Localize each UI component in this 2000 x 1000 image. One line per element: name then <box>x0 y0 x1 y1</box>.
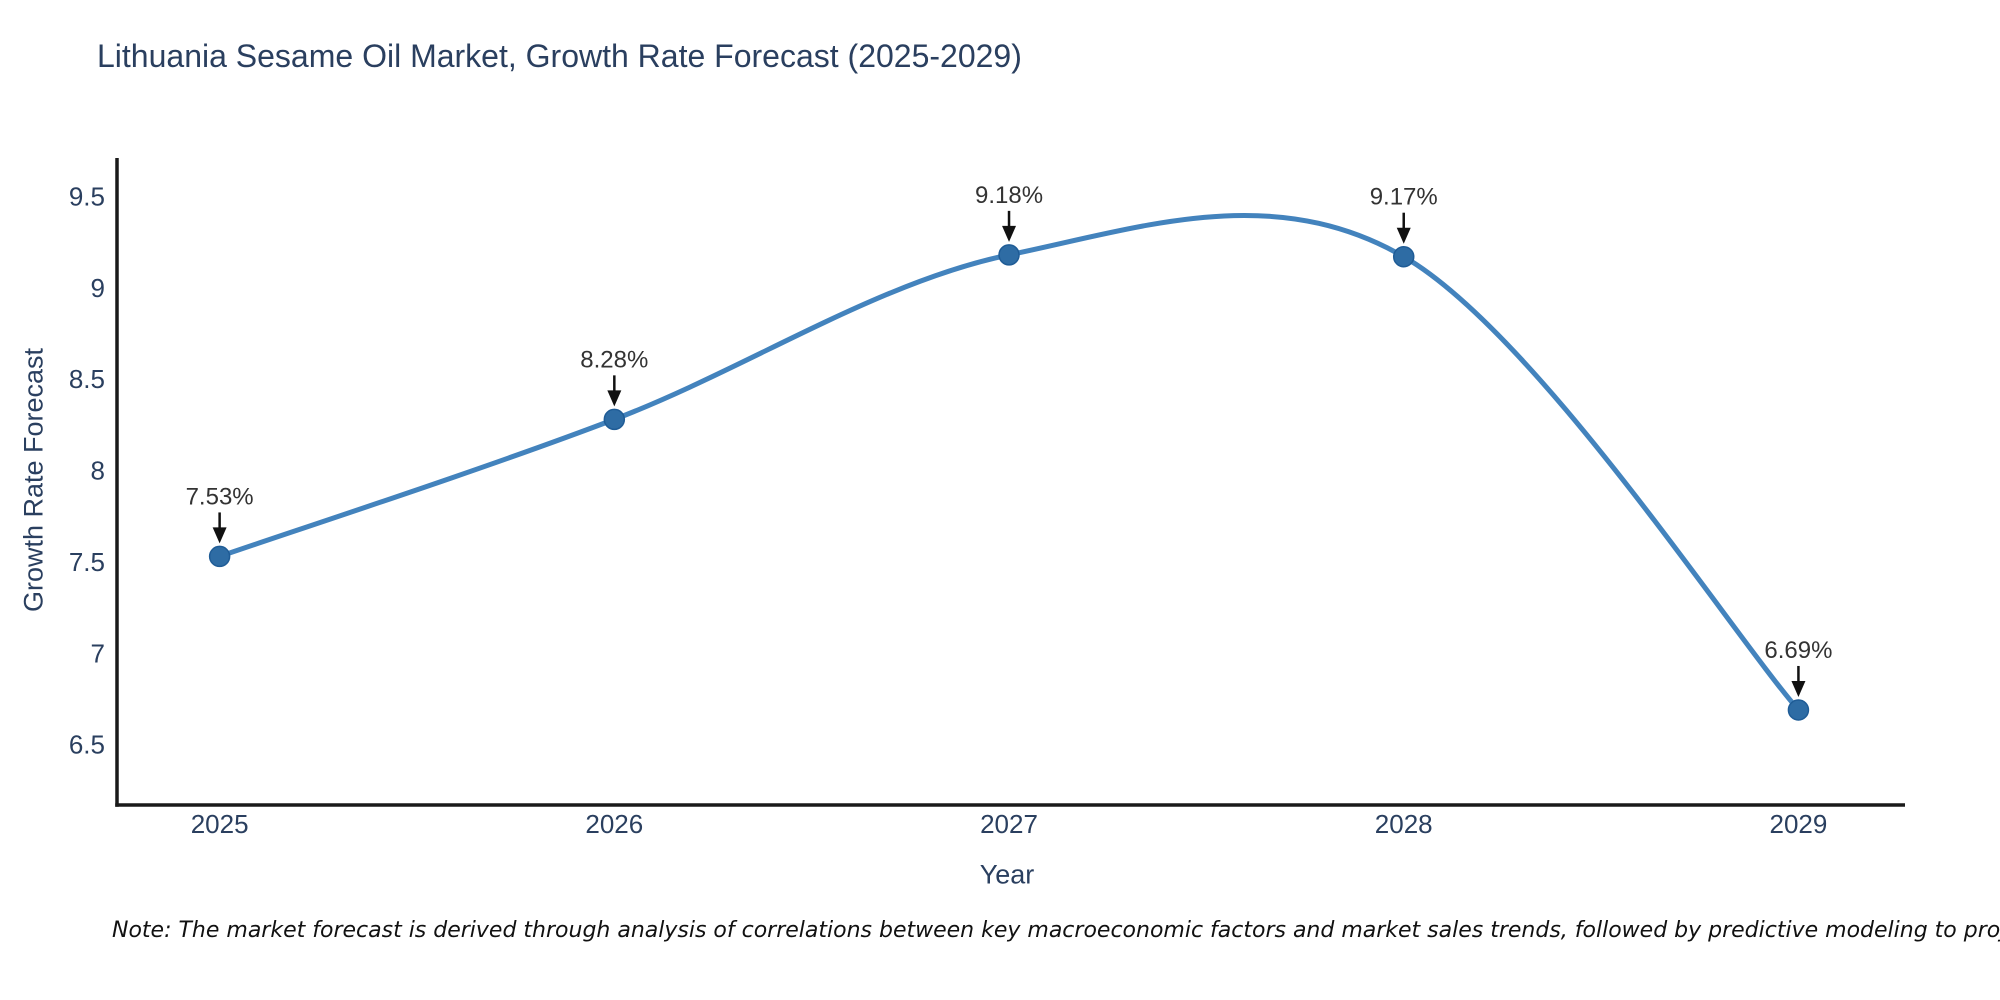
annotation-arrow-head <box>212 527 227 544</box>
data-point-marker[interactable] <box>1392 245 1415 268</box>
y-tick-label: 9 <box>91 273 105 303</box>
x-tick-label: 2027 <box>980 809 1038 839</box>
data-point-marker[interactable] <box>208 545 231 568</box>
x-tick-label: 2025 <box>191 809 249 839</box>
data-point-annotation: 7.53% <box>186 483 254 510</box>
data-point-marker[interactable] <box>1787 699 1810 721</box>
chart-title: Lithuania Sesame Oil Market, Growth Rate… <box>97 38 1022 74</box>
y-tick-label: 8 <box>91 456 105 486</box>
x-tick-label: 2029 <box>1770 809 1828 839</box>
y-tick-label: 8.5 <box>69 364 105 394</box>
data-point-marker[interactable] <box>998 244 1020 266</box>
y-tick-label: 9.5 <box>69 181 105 211</box>
y-tick-label: 6.5 <box>69 730 105 760</box>
data-point-annotation: 6.69% <box>1764 637 1832 664</box>
x-tick-label: 2028 <box>1375 809 1433 839</box>
data-point-annotation: 9.17% <box>1370 184 1438 211</box>
annotation-arrow-head <box>1791 680 1806 697</box>
chart-note: Note: The market forecast is derived thr… <box>112 918 2000 943</box>
data-point-marker[interactable] <box>603 408 626 431</box>
y-tick-label: 7.5 <box>69 547 105 577</box>
x-tick-label: 2026 <box>585 809 643 839</box>
y-tick-label: 7 <box>91 638 105 668</box>
annotation-arrow-head <box>607 390 622 407</box>
y-axis-title: Growth Rate Forecast <box>18 347 49 613</box>
data-point-annotation: 9.18% <box>975 182 1043 209</box>
annotation-arrow-head <box>1396 227 1411 244</box>
series-line <box>217 213 1801 713</box>
x-axis-title: Year <box>979 859 1035 890</box>
annotation-arrow-head <box>1002 225 1017 242</box>
data-point-annotation: 8.28% <box>580 346 648 373</box>
